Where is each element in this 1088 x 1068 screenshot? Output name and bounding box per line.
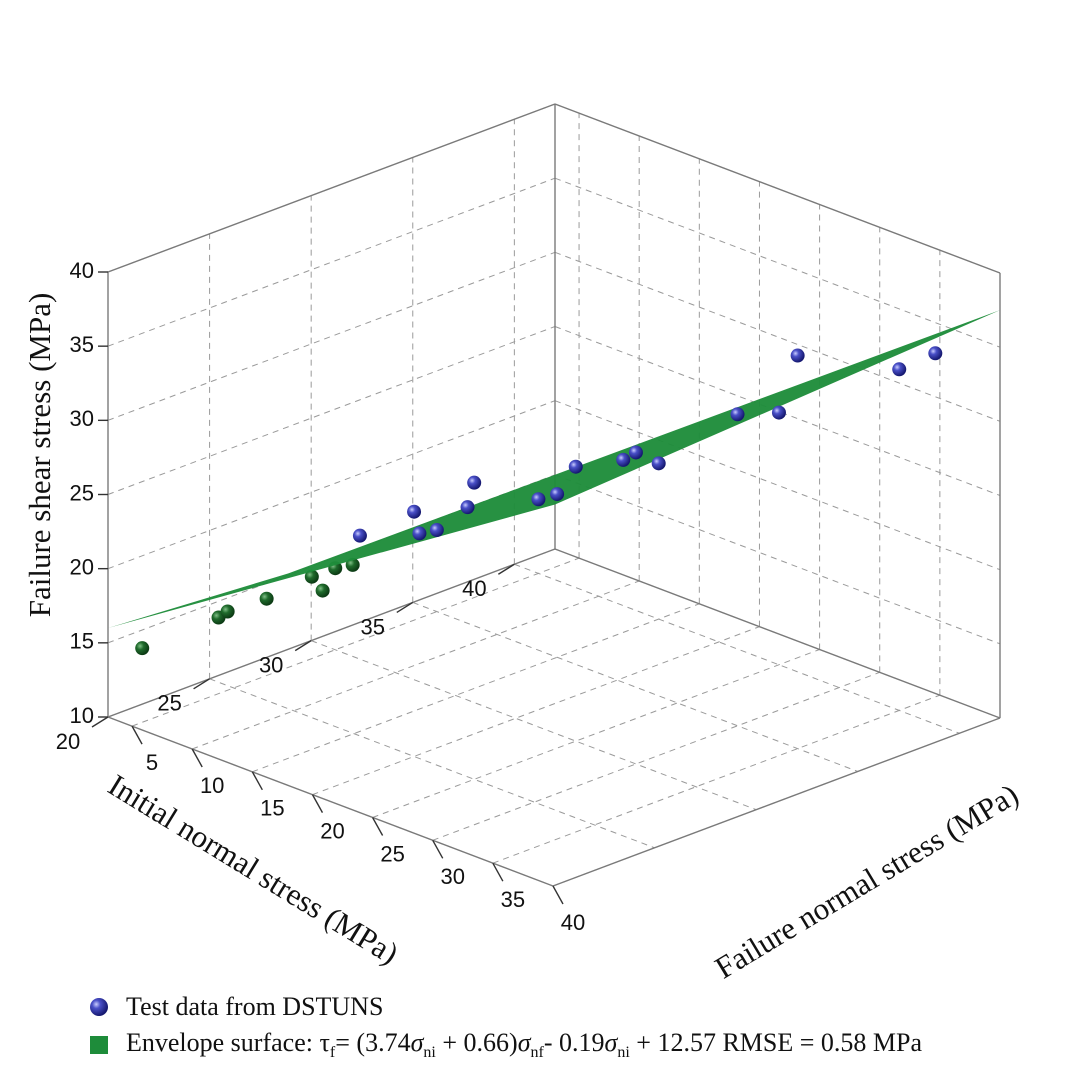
test-data-point-19	[730, 407, 745, 422]
test-data-point-17	[550, 487, 565, 502]
grid-line-floor-x	[209, 678, 655, 849]
axis-floor-right-edge	[554, 548, 1001, 719]
legend-envelope-label: Envelope surface: τf= (3.74σni + 0.66)σn…	[126, 1027, 923, 1062]
grid-line-right-wall-z	[554, 251, 1001, 422]
y-tick-mark	[311, 794, 324, 813]
z-tick-label-40: 40	[70, 258, 94, 283]
y-tick-mark	[371, 817, 384, 836]
test-data-point-9	[407, 504, 422, 519]
z-tick-label-20: 20	[70, 554, 94, 579]
x-tick-label-35: 35	[361, 614, 385, 639]
y-tick-label-10: 10	[200, 773, 224, 798]
y-tick-mark	[131, 725, 143, 745]
z-tick-label-25: 25	[70, 480, 94, 505]
grid-line-floor-y	[131, 557, 580, 727]
test-data-point-16	[429, 523, 444, 538]
x-tick-label-40: 40	[462, 576, 486, 601]
y-tick-mark	[552, 885, 564, 905]
y-tick-label-30: 30	[440, 864, 464, 889]
tick-labels: 10 15 20 25 30 35 40 20 25 30 35 40 5 10 15 20 25 30 35 40	[56, 258, 585, 935]
test-data-point-7	[304, 569, 319, 584]
y-tick-mark	[191, 748, 203, 768]
x-tick-mark	[294, 640, 312, 652]
grid-line-right-wall-z	[554, 400, 1001, 571]
envelope-surface	[108, 310, 1000, 628]
test-data-point-8	[352, 528, 367, 543]
y-tick-label-15: 15	[260, 796, 284, 821]
envelope-surface-layer	[108, 310, 1000, 628]
legend-item-test-data: Test data from DSTUNS	[84, 988, 1084, 1026]
grid-line-floor-y	[192, 580, 640, 750]
z-tick-label-35: 35	[70, 332, 94, 357]
test-data-point-18	[616, 452, 631, 467]
test-data-point-12	[412, 526, 427, 541]
test-data-point-6	[220, 604, 235, 619]
test-data-point-14	[568, 459, 583, 474]
y-tick-mark	[251, 771, 263, 791]
legend: Test data from DSTUNS Envelope surface: …	[84, 988, 1084, 1064]
test-data-point-13	[460, 500, 475, 515]
grid-line-floor-y	[372, 649, 820, 818]
test-data-point-10	[467, 475, 482, 490]
test-data-point-25	[928, 346, 943, 361]
y-tick-label-35: 35	[501, 887, 525, 912]
blue-sphere-icon	[90, 998, 108, 1016]
axis-top-right-edge	[554, 103, 1001, 274]
test-data-point-23	[771, 405, 786, 420]
test-data-point-15	[628, 445, 643, 460]
grid-line-right-wall-z	[554, 177, 1001, 348]
legend-item-envelope: Envelope surface: τf= (3.74σni + 0.66)σn…	[84, 1026, 1084, 1064]
y-tick-mark	[492, 862, 504, 882]
y-axis-label: Failure normal stress (MPa)	[709, 777, 1024, 986]
axis-top-left-edge	[107, 103, 556, 273]
x-axis-label: Initial normal stress (MPa)	[102, 767, 404, 971]
z-axis-label: Failure shear stress (MPa)	[22, 293, 57, 618]
axis-x-front-edge	[107, 716, 554, 887]
test-data-point-1	[135, 641, 150, 656]
x-tick-mark	[193, 678, 210, 690]
grid-line-floor-x	[311, 640, 757, 811]
axis-y-front-edge	[552, 717, 1001, 887]
z-tick-label-15: 15	[70, 629, 94, 654]
y-tick-label-20: 20	[320, 818, 344, 843]
test-data-point-5	[345, 557, 360, 572]
chart-3d-plot: 101520253035402025303540510152025303540 …	[22, 103, 1024, 986]
test-data-point-4	[315, 583, 330, 598]
grid-line-left-wall-z	[107, 326, 556, 495]
points-behind-surface	[135, 557, 360, 656]
test-data-point-24	[892, 362, 907, 377]
z-tick-label-10: 10	[70, 703, 94, 728]
grid-line-left-wall-z	[107, 177, 556, 347]
grid-line-right-wall-z	[554, 474, 1001, 645]
x-tick-mark	[497, 563, 515, 575]
y-tick-label-25: 25	[380, 841, 404, 866]
axes-frame	[107, 103, 1001, 887]
y-tick-label-40: 40	[561, 910, 585, 935]
grid-line-floor-y	[432, 671, 880, 841]
test-data-point-20	[790, 348, 805, 363]
grid-line-floor-x	[514, 563, 960, 734]
test-data-point-3	[259, 591, 274, 606]
test-data-point-22	[651, 456, 666, 471]
legend-test-data-label: Test data from DSTUNS	[126, 992, 384, 1021]
green-square-icon	[90, 1036, 108, 1054]
z-tick-label-30: 30	[70, 406, 94, 431]
x-tick-label-30: 30	[259, 652, 283, 677]
y-tick-label-5: 5	[146, 750, 158, 775]
test-data-point-21	[531, 492, 546, 507]
grid-line-floor-y	[492, 694, 941, 864]
grid-line-floor-x	[412, 601, 858, 772]
x-tick-label-20: 20	[56, 729, 80, 754]
x-tick-mark	[91, 716, 109, 728]
grid-line-right-wall-z	[554, 326, 1001, 496]
grid-line-left-wall-z	[107, 251, 556, 421]
y-tick-mark	[432, 839, 444, 859]
points-front-surface	[352, 346, 943, 543]
x-tick-label-25: 25	[157, 691, 181, 716]
x-tick-mark	[396, 601, 414, 614]
axis-floor-left-edge	[107, 548, 556, 718]
grid-line-floor-y	[312, 626, 760, 796]
grid-line-left-wall-z	[107, 400, 556, 570]
grid-line-floor-y	[252, 603, 700, 773]
